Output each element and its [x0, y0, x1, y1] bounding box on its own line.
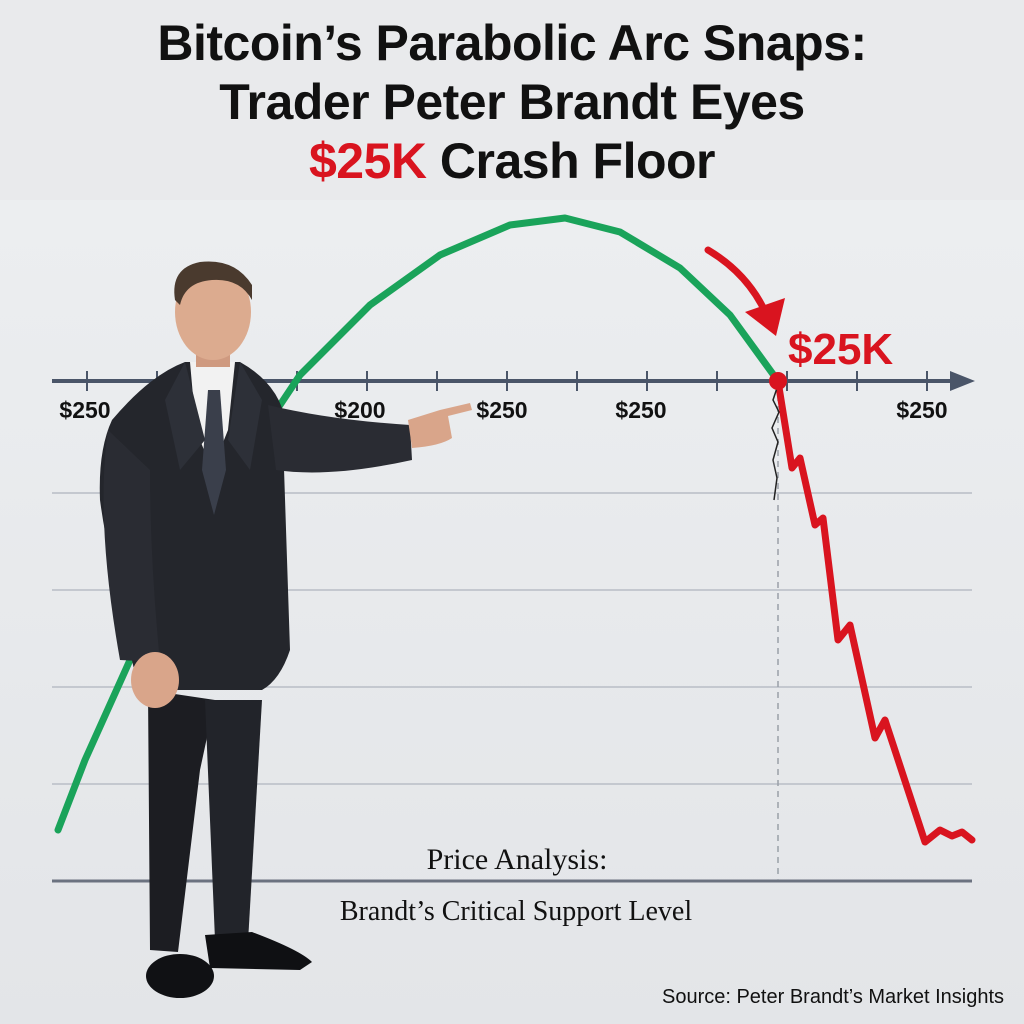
marker-label: $25K [788, 325, 893, 374]
marker-layer: $25K [704, 246, 893, 501]
x-axis-arrow-icon [950, 371, 975, 391]
person-icon [99, 261, 472, 998]
source-note: Source: Peter Brandt’s Market Insights [661, 986, 1004, 1008]
caption-price-analysis: Price Analysis: [426, 843, 608, 876]
headline-rest: Crash Floor [426, 133, 716, 189]
headline-line-1: Bitcoin’s Parabolic Arc Snaps: [157, 15, 867, 71]
crash-point-marker [769, 372, 787, 390]
x-tick-label: $250 [476, 397, 527, 423]
crack-icon [771, 384, 780, 501]
x-tick-label: $250 [59, 397, 110, 423]
x-tick-label: $250 [896, 397, 947, 423]
headline-line-3: $25K Crash Floor [0, 132, 1024, 191]
headline: Bitcoin’s Parabolic Arc Snaps: Trader Pe… [0, 14, 1024, 191]
headline-line-2: Trader Peter Brandt Eyes [219, 74, 805, 130]
headline-highlight: $25K [308, 133, 427, 189]
axis-layer: $250 $200 $250 $250 $250 [52, 371, 975, 423]
x-tick-label: $250 [615, 397, 666, 423]
down-arrowhead-icon [745, 298, 785, 336]
crash-line [774, 377, 976, 846]
caption-support-level: Brandt’s Critical Support Level [339, 896, 693, 927]
